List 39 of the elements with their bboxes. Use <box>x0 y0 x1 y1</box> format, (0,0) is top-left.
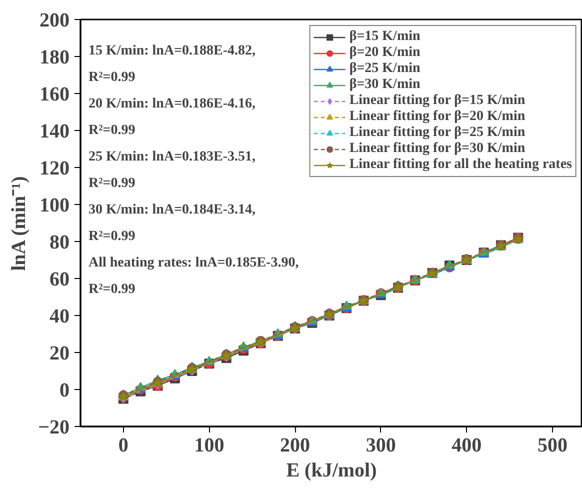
y-tick-label: 80 <box>50 232 70 254</box>
legend-label: Linear fitting for β=15 K/min <box>349 93 526 109</box>
y-tick-label: 200 <box>40 10 70 32</box>
y-tick-label: 60 <box>50 268 70 290</box>
y-tick-label: −20 <box>38 416 70 438</box>
legend-label: Linear fitting for all the heating rates <box>349 157 572 173</box>
annotation: R²=0.99 <box>88 229 136 244</box>
y-axis-title: lnA (min⁻¹) <box>8 176 30 271</box>
annotation: 25 K/min: lnA=0.183E-3.51, <box>88 150 256 164</box>
x-tick-label: 400 <box>452 434 482 456</box>
x-tick-label: 200 <box>280 434 310 456</box>
legend-label: β=15 K/min <box>349 29 420 45</box>
y-tick-label: 0 <box>60 380 70 402</box>
annotation: R²=0.99 <box>88 176 136 191</box>
y-tick-label: 20 <box>50 342 70 364</box>
legend-label: Linear fitting for β=25 K/min <box>349 125 526 141</box>
x-tick-label: 500 <box>537 434 568 456</box>
y-tick-label: 160 <box>40 84 70 106</box>
annotation: 20 K/min: lnA=0.186E-4.16, <box>88 96 256 112</box>
annotation: 15 K/min: lnA=0.188E-4.82, <box>88 44 256 58</box>
y-tick-label: 120 <box>40 158 70 180</box>
annotation: All heating rates: lnA=0.185E-3.90, <box>88 256 299 270</box>
annotation: R²=0.99 <box>88 123 136 138</box>
x-tick-label: 100 <box>194 434 224 456</box>
legend-label: Linear fitting for β=30 K/min <box>349 141 526 157</box>
annotation: 30 K/min: lnA=0.184E-3.14, <box>88 202 256 218</box>
x-tick-label: 300 <box>366 434 396 456</box>
y-tick-label: 180 <box>40 46 70 68</box>
legend-label: Linear fitting for β=20 K/min <box>349 109 526 125</box>
legend-label: β=30 K/min <box>349 77 420 93</box>
x-tick-label: 0 <box>118 434 128 456</box>
x-axis-title: E (kJ/mol) <box>286 460 377 482</box>
y-tick-label: 100 <box>40 194 70 216</box>
y-tick-label: 40 <box>50 306 70 328</box>
annotation: R²=0.99 <box>88 70 136 85</box>
annotation: R²=0.99 <box>88 282 136 297</box>
y-tick-label: 140 <box>40 120 70 142</box>
legend-label: β=20 K/min <box>349 45 420 61</box>
legend-label: β=25 K/min <box>349 61 420 77</box>
